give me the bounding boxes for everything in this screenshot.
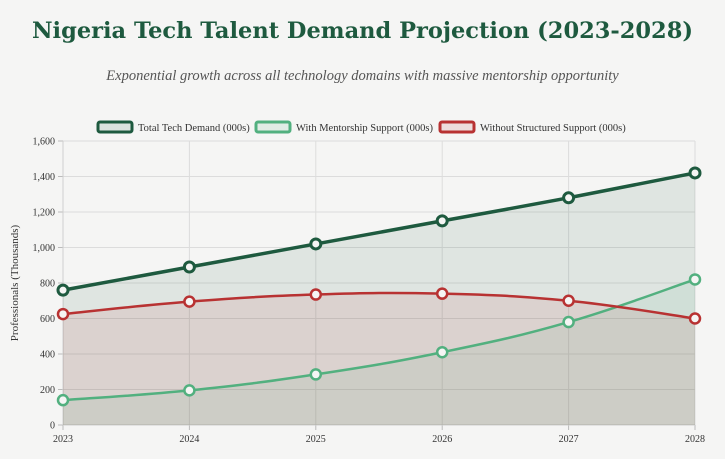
chart-subtitle: Exponential growth across all technology… [106, 68, 619, 84]
x-axis-ticks: 2023 2024 2025 2026 2027 2028 [53, 434, 705, 445]
y-axis-title: Professionals (Thousands) [9, 224, 21, 341]
series-lines [62, 171, 696, 402]
without-support-point[interactable] [562, 294, 575, 307]
without-support-point[interactable] [688, 312, 702, 325]
y-tick-label: 1,000 [33, 243, 56, 254]
with-mentorship-line [62, 278, 696, 402]
x-tick-label: 2027 [559, 434, 579, 445]
series-points [56, 166, 702, 407]
without-support-point[interactable] [309, 288, 323, 301]
with-mentorship-point[interactable] [435, 345, 449, 359]
x-tick-label: 2024 [179, 434, 199, 445]
total-demand-point[interactable] [562, 191, 576, 205]
with-mentorship-point[interactable] [183, 384, 196, 397]
total-demand-point[interactable] [435, 214, 449, 228]
x-tick-label: 2025 [306, 434, 326, 445]
without-support-area [63, 292, 695, 425]
with-mentorship-point[interactable] [562, 315, 575, 329]
y-tick-label: 1,400 [33, 172, 56, 183]
y-tick-label: 800 [40, 279, 55, 290]
y-tick-label: 1,200 [33, 208, 56, 219]
total-demand-point[interactable] [688, 166, 702, 180]
y-tick-label: 200 [40, 385, 55, 396]
x-tick-label: 2026 [432, 434, 452, 445]
total-demand-point[interactable] [309, 237, 323, 251]
legend-swatch[interactable] [96, 120, 134, 134]
x-tick-label: 2023 [53, 434, 73, 445]
total-demand-area [63, 172, 695, 425]
legend-label[interactable]: Total Tech Demand (000s) [138, 123, 250, 134]
without-support-point[interactable] [435, 287, 449, 300]
total-demand-point[interactable] [56, 283, 70, 297]
chart-title: Nigeria Tech Talent Demand Projection (2… [31, 18, 694, 44]
y-tick-label: 0 [50, 421, 55, 432]
legend-label[interactable]: With Mentorship Support (000s) [296, 123, 433, 134]
without-support-line [62, 291, 696, 320]
with-mentorship-point[interactable] [56, 393, 70, 407]
x-tick-label: 2028 [685, 434, 705, 445]
y-tick-label: 400 [40, 350, 55, 361]
legend-swatch[interactable] [254, 120, 292, 134]
total-demand-line [62, 171, 696, 292]
without-support-point[interactable] [183, 295, 196, 308]
with-mentorship-point[interactable] [309, 368, 323, 381]
total-demand-point[interactable] [182, 260, 196, 274]
grid-lines [58, 140, 696, 430]
without-support-point[interactable] [56, 307, 70, 321]
with-mentorship-point[interactable] [688, 273, 702, 286]
legend: Total Tech Demand (000s) With Mentorship … [96, 120, 626, 134]
legend-swatch[interactable] [438, 120, 476, 134]
series-areas [63, 172, 695, 425]
y-tick-label: 600 [40, 314, 55, 325]
with-mentorship-area [63, 279, 695, 425]
y-tick-label: 1,600 [33, 137, 56, 148]
legend-label[interactable]: Without Structured Support (000s) [480, 123, 626, 134]
y-axis-ticks: 0 200 400 600 800 1,000 1,200 1,400 1,600 [33, 137, 56, 432]
